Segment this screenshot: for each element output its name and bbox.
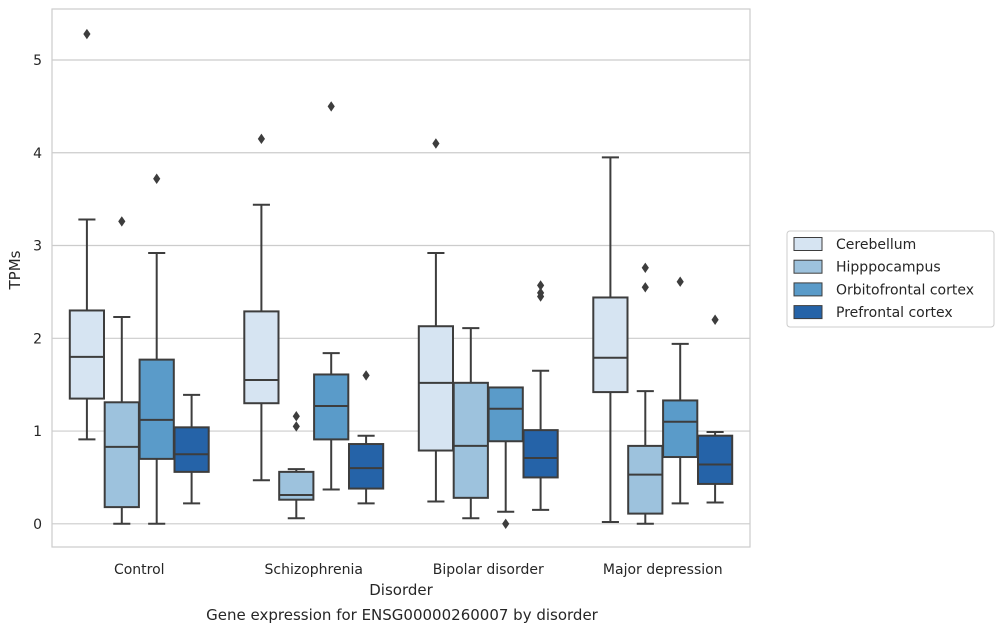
legend-item: Cerebellum xyxy=(793,237,916,253)
y-tick-label: 0 xyxy=(33,517,42,533)
box-body xyxy=(696,434,734,485)
box-body xyxy=(347,443,385,490)
x-tick-label: Control xyxy=(114,562,165,578)
y-tick-label: 5 xyxy=(33,53,42,69)
outlier-point xyxy=(118,216,126,227)
outlier-point xyxy=(676,276,684,287)
outlier-point xyxy=(537,287,545,299)
outlier-point xyxy=(641,282,649,293)
legend-swatch xyxy=(793,305,823,320)
chart-caption: Gene expression for ENSG00000260007 by d… xyxy=(206,606,598,624)
outlier-point xyxy=(362,370,370,381)
box-group-0 xyxy=(68,28,210,525)
box-body xyxy=(627,444,664,515)
box xyxy=(347,370,385,505)
box xyxy=(313,101,350,491)
box-body xyxy=(138,358,175,460)
box-body xyxy=(68,309,106,400)
x-tick-label: Bipolar disorder xyxy=(433,562,544,578)
x-tick-label: Schizophrenia xyxy=(265,562,363,578)
outlier-point xyxy=(153,173,161,184)
box xyxy=(138,173,175,525)
outlier-point xyxy=(83,28,91,40)
outlier-point xyxy=(432,138,440,149)
box xyxy=(662,276,699,505)
box xyxy=(68,28,106,441)
y-tick-label: 3 xyxy=(33,239,42,255)
box-body xyxy=(243,310,280,405)
box xyxy=(487,386,524,530)
legend-swatch xyxy=(793,259,823,274)
box xyxy=(278,411,315,520)
y-tick-label: 4 xyxy=(33,146,42,162)
outlier-point xyxy=(711,314,719,325)
box xyxy=(173,393,210,505)
box-body xyxy=(662,399,699,459)
box xyxy=(627,262,664,525)
box xyxy=(592,156,629,523)
box-body xyxy=(417,325,455,452)
legend-label: Hipppocampus xyxy=(836,260,941,276)
box-body xyxy=(487,386,524,443)
y-tick-label: 2 xyxy=(33,331,42,347)
box xyxy=(696,314,734,504)
outlier-point xyxy=(502,518,510,530)
legend-label: Orbitofrontal cortex xyxy=(836,282,974,298)
legend-item: Orbitofrontal cortex xyxy=(793,282,974,298)
outlier-point xyxy=(292,421,300,432)
legend-frame xyxy=(786,230,995,328)
box-group-3 xyxy=(592,156,734,525)
x-axis-label: Disorder xyxy=(369,581,433,599)
box-body xyxy=(103,401,140,509)
y-tick-label: 1 xyxy=(33,424,42,440)
box xyxy=(243,133,280,482)
box-group-2 xyxy=(417,138,559,530)
y-axis-label: TPMs xyxy=(6,250,24,290)
outlier-point xyxy=(257,133,265,145)
legend-swatch xyxy=(793,282,823,297)
box-groups xyxy=(68,28,734,530)
box xyxy=(417,138,455,503)
outlier-point xyxy=(537,280,545,291)
box-body xyxy=(452,381,489,499)
outlier-point xyxy=(292,411,300,422)
outlier-point xyxy=(641,262,649,273)
legend-swatch xyxy=(793,237,823,251)
legend-label: Prefrontal cortex xyxy=(836,305,953,321)
legend-label: Cerebellum xyxy=(836,237,916,253)
box-body xyxy=(592,296,629,394)
legend-item: Prefrontal cortex xyxy=(793,305,953,321)
outlier-point xyxy=(327,101,335,112)
x-axis-ticks: Control Schizophrenia Bipolar disorder Majo… xyxy=(114,562,723,578)
x-tick-label: Major depression xyxy=(603,562,723,578)
box-body xyxy=(522,429,559,479)
box-group-1 xyxy=(243,101,385,520)
box xyxy=(522,280,559,511)
y-axis-ticks: 0 1 2 3 4 5 xyxy=(33,53,42,533)
legend: Cerebellum Hipppocampus Orbitofrontal cort… xyxy=(786,230,995,328)
box xyxy=(452,327,489,520)
legend-item: Hipppocampus xyxy=(793,259,941,276)
box-body xyxy=(173,426,210,473)
